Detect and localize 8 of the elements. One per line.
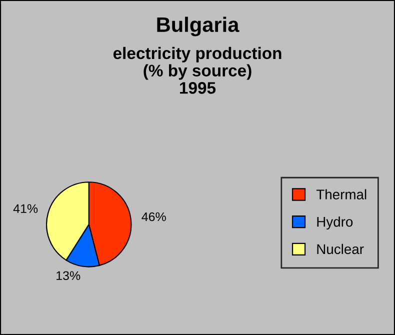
chart-title: Bulgaria: [157, 16, 240, 36]
data-label: 41%: [13, 204, 38, 213]
legend-label: Nuclear: [317, 244, 364, 254]
data-label: 46%: [142, 212, 166, 222]
data-label: 13%: [56, 271, 80, 280]
legend-label: Thermal: [316, 189, 366, 200]
legend-label: Hydro: [317, 216, 353, 230]
chart-subtitle: electricity production (% by source) 1995: [113, 46, 282, 94]
